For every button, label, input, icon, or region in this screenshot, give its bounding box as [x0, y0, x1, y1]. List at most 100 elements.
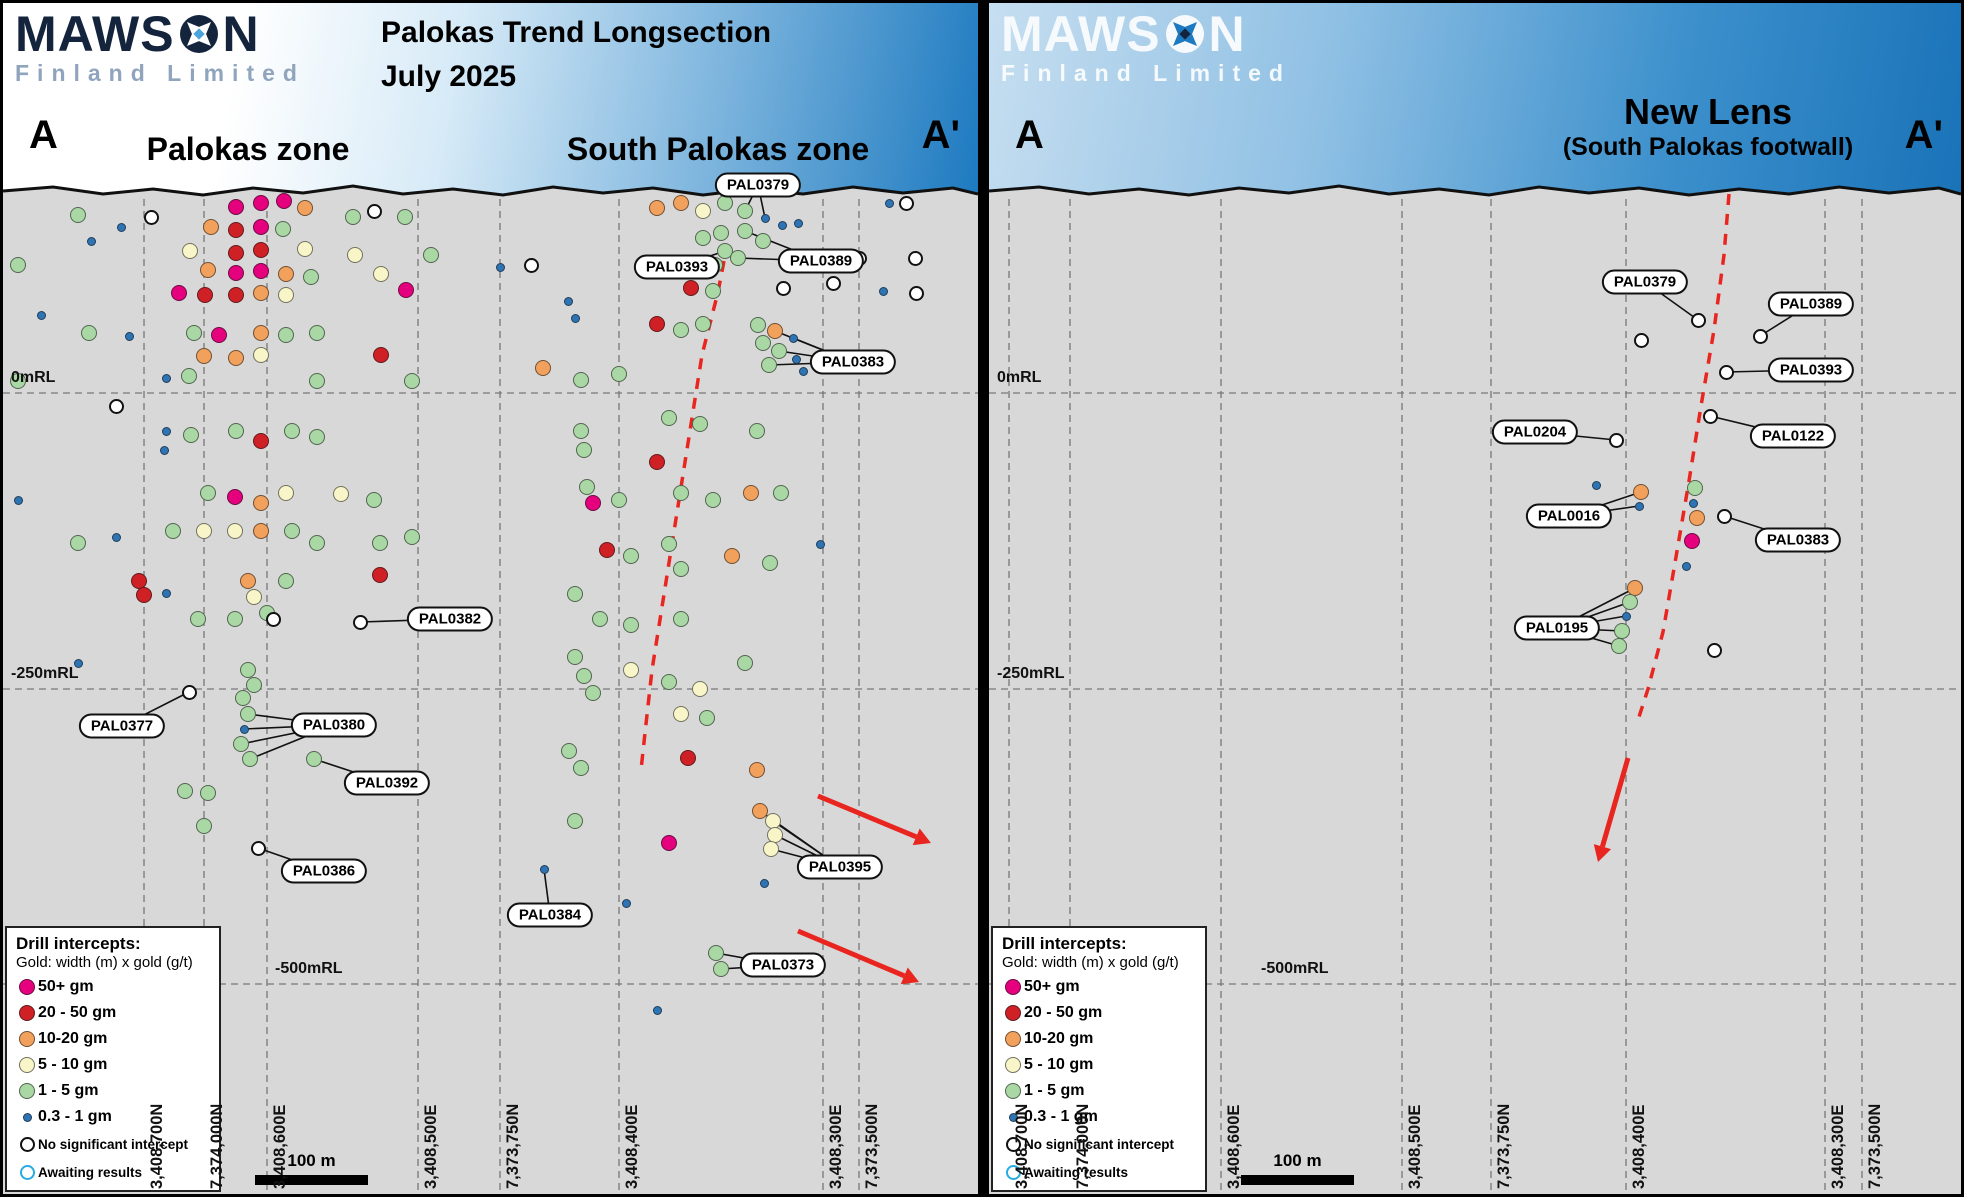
drill-intercept-dot — [276, 193, 292, 209]
legend-dot-swatch — [19, 1005, 35, 1021]
drill-hole-label: PAL0016 — [1525, 503, 1613, 529]
drill-intercept-dot — [699, 710, 715, 726]
drill-intercept-dot — [621, 898, 631, 908]
legend-row: 1 - 5 gm — [16, 1078, 210, 1104]
drill-hole-label: PAL0122 — [1749, 423, 1837, 449]
legend-label: 1 - 5 gm — [38, 1082, 99, 1099]
drill-intercept-dot — [573, 760, 589, 776]
drill-intercept-dot — [253, 242, 269, 258]
legend-dot-icon — [16, 1005, 38, 1021]
legend-row: 50+ gm — [1002, 974, 1196, 1000]
drill-intercept-dot — [798, 366, 808, 376]
drill-intercept-dot — [124, 331, 134, 341]
logo-text-pre: MAWS — [1001, 6, 1161, 62]
legend-dot-swatch — [1005, 1031, 1021, 1047]
drill-hole-label: PAL0382 — [406, 606, 494, 632]
legend-dot-icon — [16, 979, 38, 995]
drill-hole-label: PAL0389 — [1767, 291, 1855, 317]
coordinate-label: 3,408,400E — [623, 1104, 641, 1189]
drill-intercept-dot — [523, 257, 539, 273]
drill-intercept-dot — [200, 785, 216, 801]
drill-intercept-dot — [397, 209, 413, 225]
drill-intercept-dot — [573, 372, 589, 388]
drill-intercept-dot — [13, 495, 23, 505]
drill-intercept-dot — [623, 548, 639, 564]
drill-intercept-dot — [878, 286, 888, 296]
legend-title: Drill intercepts: — [16, 934, 141, 953]
drill-intercept-dot — [240, 706, 256, 722]
drill-intercept-dot — [576, 668, 592, 684]
new-lens-title: New Lens — [1623, 91, 1793, 132]
drill-intercept-dot — [303, 269, 319, 285]
drill-intercept-dot — [253, 347, 269, 363]
drill-intercept-dot — [567, 586, 583, 602]
drill-intercept-dot — [585, 495, 601, 511]
legend-label: 50+ gm — [1024, 978, 1080, 995]
new-lens-subtitle: (South Palokas footwall) — [1562, 133, 1854, 161]
drill-intercept-dot — [1591, 480, 1601, 490]
drill-intercept-dot — [233, 736, 249, 752]
drill-intercept-dot — [692, 681, 708, 697]
drill-intercept-dot — [907, 250, 923, 266]
elevation-label: -500mRL — [1261, 960, 1329, 977]
drill-intercept-dot — [253, 285, 269, 301]
legend-row: 1 - 5 gm — [1002, 1078, 1196, 1104]
legend-dot-swatch — [22, 1112, 32, 1122]
drill-intercept-dot — [1611, 638, 1627, 654]
logo-text-pre: MAWS — [15, 6, 175, 62]
drill-hole-label: PAL0383 — [1754, 527, 1842, 553]
drill-intercept-dot — [765, 813, 781, 829]
drill-intercept-dot — [692, 416, 708, 432]
drill-intercept-dot — [1702, 408, 1718, 424]
drill-intercept-dot — [752, 803, 768, 819]
drill-intercept-dot — [227, 489, 243, 505]
legend-label: 5 - 10 gm — [38, 1056, 108, 1073]
drill-intercept-dot — [200, 485, 216, 501]
drill-intercept-dot — [695, 316, 711, 332]
drill-intercept-dot — [791, 354, 801, 364]
drill-intercept-dot — [705, 492, 721, 508]
drill-intercept-dot — [250, 840, 266, 856]
elevation-label: 0mRL — [997, 369, 1042, 386]
coordinate-label: 3,408,300E — [1829, 1104, 1847, 1189]
drill-intercept-dot — [181, 368, 197, 384]
coordinate-label: 7,373,750N — [1495, 1103, 1513, 1189]
drill-intercept-dot — [825, 275, 841, 291]
drill-hole-label: PAL0386 — [280, 858, 368, 884]
drill-intercept-dot — [1627, 580, 1643, 596]
legend-label: 0.3 - 1 gm — [38, 1108, 112, 1125]
drill-intercept-dot — [235, 690, 251, 706]
elevation-label: -250mRL — [997, 665, 1065, 682]
drill-intercept-dot — [161, 373, 171, 383]
drill-intercept-dot — [673, 561, 689, 577]
drill-intercept-dot — [737, 223, 753, 239]
coordinate-label: 7,374,000N — [1074, 1103, 1092, 1189]
legend-row: No significant intercept — [16, 1130, 210, 1158]
legend-dot-icon — [16, 1083, 38, 1099]
no-intercept-icon — [16, 1136, 38, 1152]
drill-intercept-dot — [347, 247, 363, 263]
logo-subtitle: Finland Limited — [15, 60, 305, 86]
drill-intercept-dot — [228, 350, 244, 366]
drill-intercept-dot — [108, 398, 124, 414]
drill-intercept-dot — [762, 555, 778, 571]
legend-label: 5 - 10 gm — [1024, 1056, 1094, 1073]
legend-dot-icon — [1002, 1083, 1024, 1099]
drill-intercept-dot — [592, 611, 608, 627]
drill-intercept-dot — [884, 198, 894, 208]
drill-intercept-dot — [623, 617, 639, 633]
legend-row: Awaiting results — [16, 1158, 210, 1186]
mawson-logo-o-icon — [179, 15, 218, 53]
drill-intercept-dot — [673, 485, 689, 501]
drill-intercept-dot — [724, 548, 740, 564]
legend-dot-swatch — [19, 1057, 35, 1073]
drill-intercept-dot — [767, 323, 783, 339]
mawson-logo-o-icon — [1165, 15, 1204, 53]
drill-intercept-dot — [755, 335, 771, 351]
drill-intercept-dot — [309, 373, 325, 389]
coordinate-label: 3,408,500E — [1406, 1104, 1424, 1189]
drill-intercept-dot — [649, 200, 665, 216]
legend-dot-icon — [1002, 979, 1024, 995]
plunge-arrow-shaft — [1600, 757, 1631, 848]
